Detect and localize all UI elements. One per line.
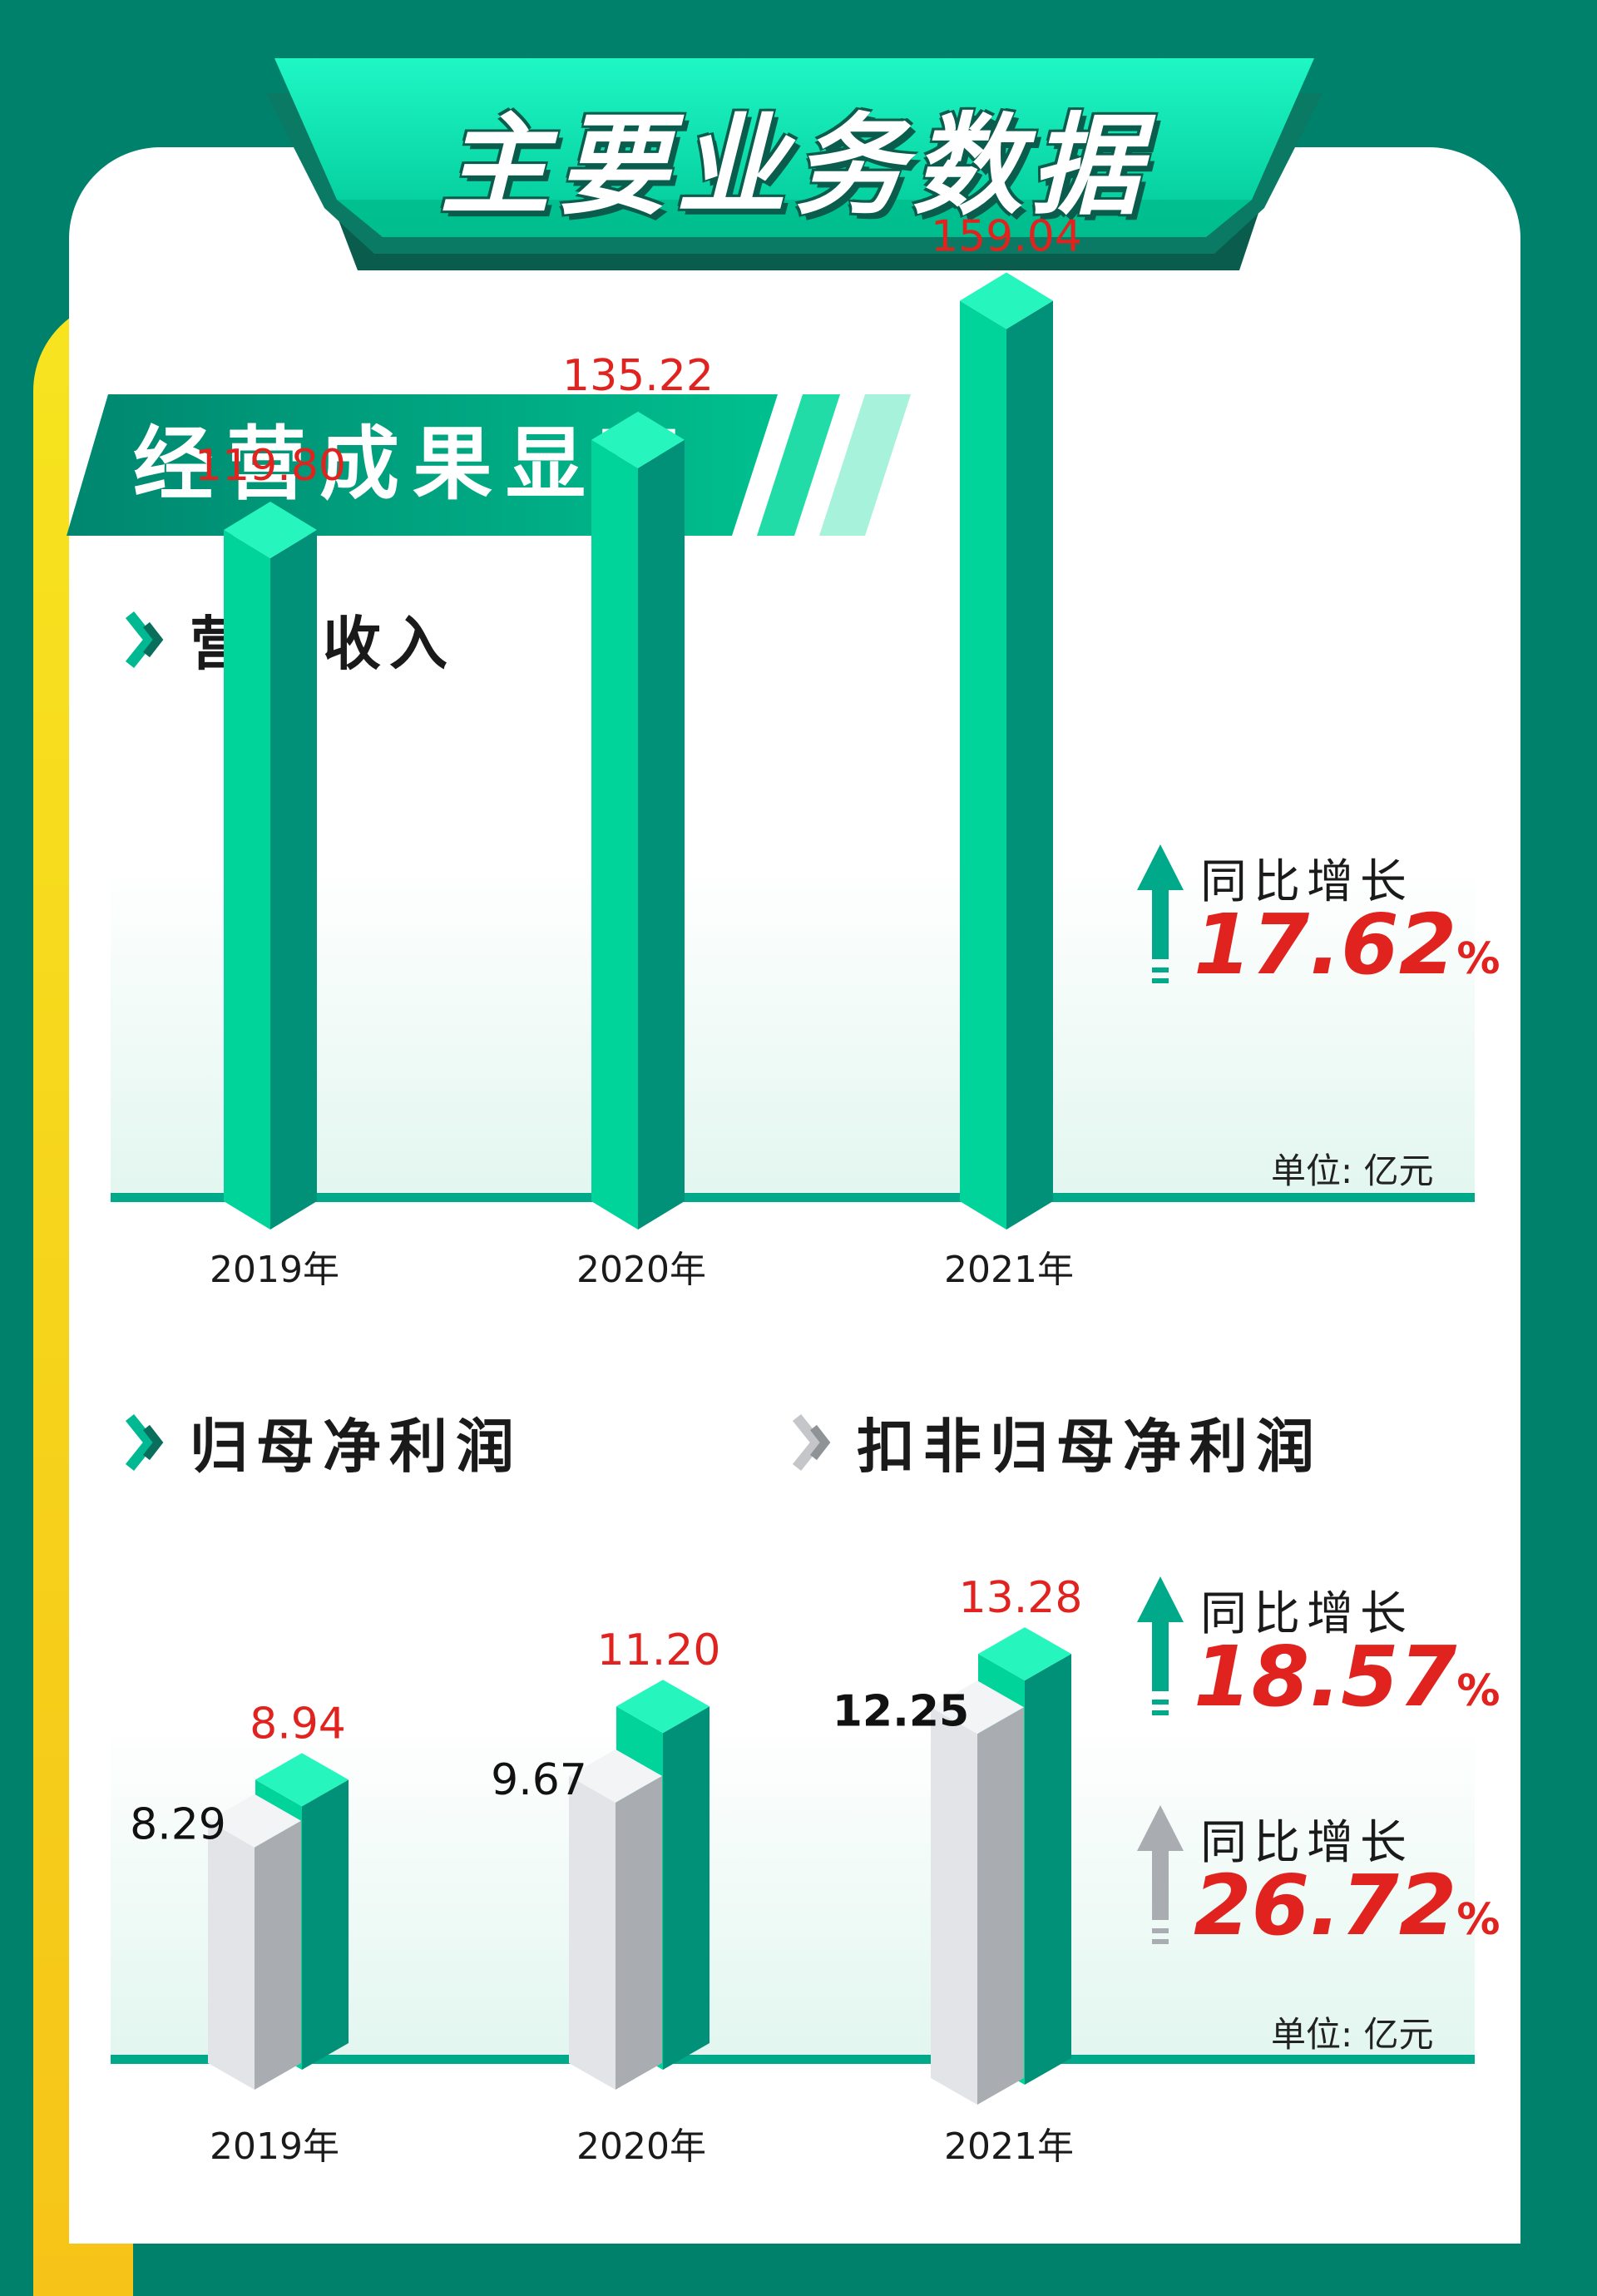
revenue-growth-pct: %: [1456, 934, 1501, 984]
revenue-bar-2019-side: [270, 530, 317, 1230]
profit-bar-gray-2019-top: [208, 1794, 301, 1848]
profit-unit-label: 单位: 亿元: [1271, 2014, 1434, 2055]
profit-bar-gray-2020-top: [569, 1749, 662, 1803]
profit-growth-green-number: 18.57: [1194, 1628, 1457, 1725]
profit-bar-gray-2019-side: [255, 1820, 301, 2090]
profit-growth-green-value: 18.57%: [1194, 1631, 1500, 1737]
arrow-up-icon: [1137, 1576, 1184, 1715]
revenue-tick-2020: 2020年: [576, 1249, 706, 1291]
profit-heading-label: 归母净利润: [190, 1413, 522, 1481]
revenue-growth-value: 17.62%: [1194, 899, 1500, 1005]
profit-growth-green-pct: %: [1456, 1666, 1501, 1716]
profit-chart: 8.94 11.20 13.28 8.29 9.67 12.25: [130, 1573, 1083, 2105]
profit-growth-green: 同比增长 18.57%: [1135, 1576, 1500, 1734]
deducted-profit-heading: 扣非归母净利润: [792, 1400, 1323, 1484]
profit-value-label-gray-2021: 12.25: [833, 1686, 969, 1736]
profit-growth-gray-number: 26.72: [1194, 1857, 1457, 1954]
section-banner: 经营成果显著: [67, 394, 915, 536]
double-chevron-right-icon: [792, 1413, 831, 1471]
profit-bar-gray-2021-side: [977, 1707, 1024, 2105]
profit-tick-2021: 2021年: [944, 2125, 1074, 2168]
profit-bar-gray-2021-front: [931, 1707, 977, 2105]
revenue-bar-2021-top: [960, 272, 1053, 329]
revenue-bar-2020-side: [638, 439, 685, 1230]
profit-bar-green-2020-top: [616, 1680, 710, 1734]
profit-bar-green-2019-top: [255, 1753, 349, 1807]
profit-bar-gray-2020-front: [569, 1775, 616, 2090]
profit-growth-gray: 同比增长 26.72%: [1135, 1805, 1500, 1963]
revenue-growth-number: 17.62: [1194, 896, 1457, 993]
revenue-growth-caption: 同比增长: [1200, 855, 1413, 909]
profit-tick-2019: 2019年: [210, 2125, 339, 2168]
revenue-chart-background: [111, 865, 1475, 1200]
revenue-value-label-2020: 135.22: [562, 351, 714, 401]
profit-bar-green-2020-side: [663, 1706, 710, 2070]
profit-heading: 归母净利润: [125, 1400, 522, 1484]
profit-growth-green-caption: 同比增长: [1200, 1587, 1413, 1641]
profit-bar-gray-2019-front: [208, 1820, 255, 2090]
profit-bar-green-2021-top: [978, 1627, 1071, 1681]
profit-bar-gray-2021-top: [931, 1680, 1024, 1734]
profit-baseline: [111, 2055, 1475, 2064]
profit-value-label-gray-2019: 8.29: [130, 1800, 226, 1850]
arrow-up-icon: [1137, 844, 1184, 983]
revenue-growth: 同比增长 17.62%: [1135, 844, 1500, 1002]
deducted-profit-heading-label: 扣非归母净利润: [857, 1413, 1323, 1481]
profit-tick-2020: 2020年: [576, 2125, 706, 2168]
revenue-bar-2020-front: [591, 439, 638, 1230]
title-banner-shape: [266, 58, 1323, 270]
profit-bar-green-2019-side: [302, 1779, 349, 2070]
profit-value-label-green-2019: 8.94: [250, 1699, 346, 1749]
double-chevron-right-icon: [125, 1413, 164, 1471]
revenue-bar-2020-top: [591, 411, 685, 468]
page-title: 主要业务数据: [440, 102, 1149, 230]
revenue-value-label-2019: 119.80: [195, 441, 346, 491]
profit-value-label-green-2021: 13.28: [959, 1573, 1083, 1623]
revenue-chart: 119.80 135.22 159.04: [195, 212, 1082, 1230]
revenue-bar-2019-front: [224, 530, 270, 1230]
profit-value-label-green-2020: 11.20: [597, 1626, 721, 1675]
revenue-baseline: [111, 1193, 1475, 1202]
profit-growth-gray-pct: %: [1456, 1895, 1501, 1945]
revenue-bar-2021-side: [1006, 300, 1053, 1230]
revenue-chart-area: [111, 865, 1475, 1200]
title-banner: 主要业务数据: [266, 58, 1323, 275]
double-chevron-right-icon: [125, 611, 164, 668]
revenue-bar-2021-front: [960, 300, 1006, 1230]
arrow-up-icon: [1137, 1805, 1184, 1944]
revenue-bar-2019-top: [224, 502, 317, 559]
profit-value-label-gray-2020: 9.67: [491, 1755, 587, 1805]
revenue-tick-2019: 2019年: [210, 1249, 339, 1291]
revenue-tick-2021: 2021年: [944, 1249, 1074, 1291]
section-title: 经营成果显著: [133, 418, 692, 511]
profit-growth-gray-value: 26.72%: [1194, 1860, 1500, 1966]
profit-growth-gray-caption: 同比增长: [1200, 1816, 1413, 1870]
profit-bar-green-2021-side: [1025, 1654, 1071, 2085]
profit-bar-gray-2020-side: [616, 1775, 662, 2090]
revenue-value-label-2021: 159.04: [931, 212, 1082, 262]
revenue-unit-label: 单位: 亿元: [1271, 1150, 1434, 1191]
